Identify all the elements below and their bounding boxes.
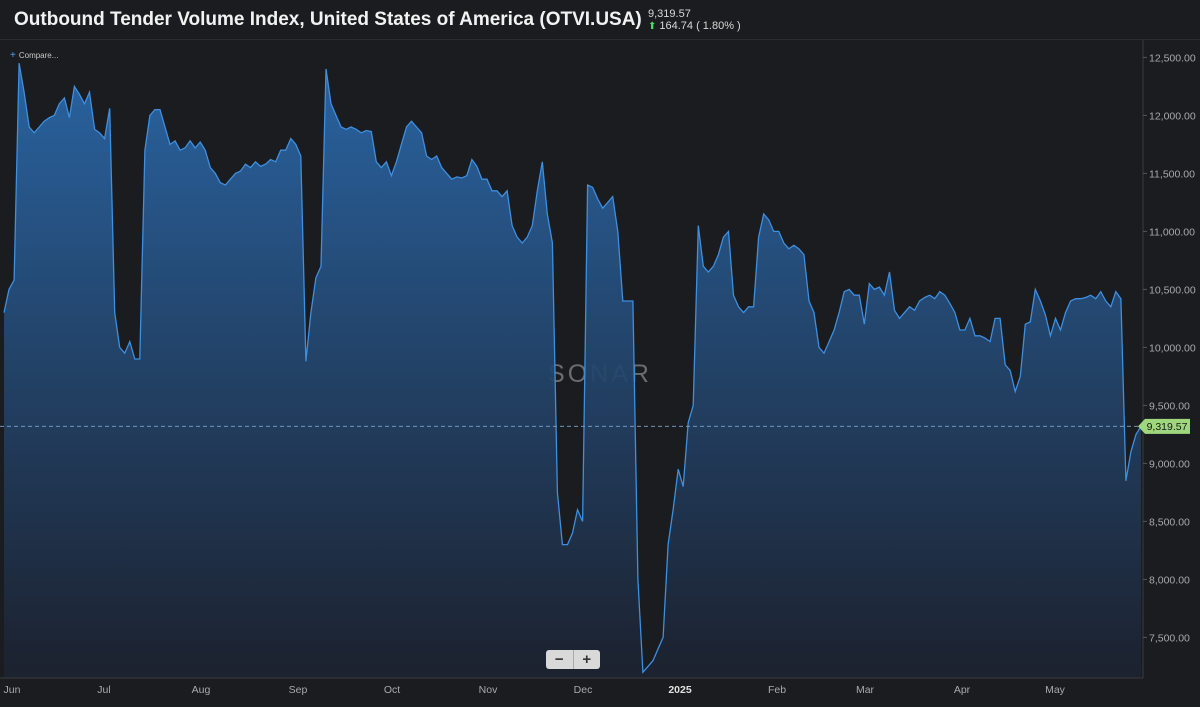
x-tick-label: Dec xyxy=(574,684,593,696)
change-text: 164.74 ( 1.80% ) xyxy=(659,20,741,32)
compare-label: Compare... xyxy=(18,51,59,60)
x-tick-label: Apr xyxy=(954,684,971,696)
series-line xyxy=(3,63,1142,674)
x-tick-label: Aug xyxy=(192,684,211,696)
x-tick-label: 2025 xyxy=(668,684,692,696)
y-tick-label: 11,000.00 xyxy=(1149,226,1195,238)
zoom-controls: − + xyxy=(546,650,600,669)
last-value-badge-label: 9,319.57 xyxy=(1147,421,1188,433)
y-tick-label: 11,500.00 xyxy=(1149,168,1195,180)
x-tick-label: Oct xyxy=(384,684,400,696)
x-tick-label: Jun xyxy=(4,684,21,696)
y-tick-label: 10,000.00 xyxy=(1149,342,1196,354)
last-value-badge-shape xyxy=(1138,418,1190,434)
x-tick-label: Nov xyxy=(479,684,498,696)
plus-icon: + xyxy=(10,50,16,61)
y-tick-label: 8,500.00 xyxy=(1149,516,1190,528)
y-tick-label: 9,000.00 xyxy=(1149,458,1190,470)
y-axis: 7,500.00 8,000.00 8,500.00 9,000.00 9,500.00… xyxy=(1143,52,1196,644)
y-tick-label: 8,000.00 xyxy=(1149,574,1190,586)
area-chart[interactable]: SONAR 7,500.008,000.008,500.009,000.009,… xyxy=(0,40,1200,707)
x-tick-label: Jul xyxy=(97,684,110,696)
compare-button[interactable]: + Compare... xyxy=(10,50,58,61)
y-tick-label: 9,500.00 xyxy=(1149,400,1190,412)
y-tick-label: 12,000.00 xyxy=(1149,110,1196,122)
y-tick-label: 10,500.00 xyxy=(1149,284,1196,296)
last-value-badge: 9,319.57 xyxy=(1138,418,1190,434)
x-tick-label: Sep xyxy=(289,684,308,696)
change-value: ⬆ 164.74 ( 1.80% ) xyxy=(648,20,741,33)
y-tick-label: 7,500.00 xyxy=(1149,632,1190,644)
x-tick-label: May xyxy=(1045,684,1066,696)
zoom-out-button[interactable]: − xyxy=(554,651,564,668)
chart-title: Outbound Tender Volume Index, United Sta… xyxy=(14,9,642,30)
x-tick-label: Feb xyxy=(768,684,786,696)
arrow-up-icon: ⬆ xyxy=(648,21,657,32)
zoom-in-button[interactable]: + xyxy=(572,650,601,669)
last-value: 9,319.57 xyxy=(648,8,691,20)
y-tick-label: 12,500.00 xyxy=(1149,52,1196,64)
price-quote: 9,319.57 ⬆ 164.74 ( 1.80% ) xyxy=(648,8,741,33)
x-tick-label: Mar xyxy=(856,684,875,696)
area-fill xyxy=(4,63,1141,678)
chart-header: Outbound Tender Volume Index, United Sta… xyxy=(0,0,1200,40)
x-axis: Jun Jul Aug Sep Oct Nov Dec 2025 Feb Mar Apr May xyxy=(4,684,1066,696)
